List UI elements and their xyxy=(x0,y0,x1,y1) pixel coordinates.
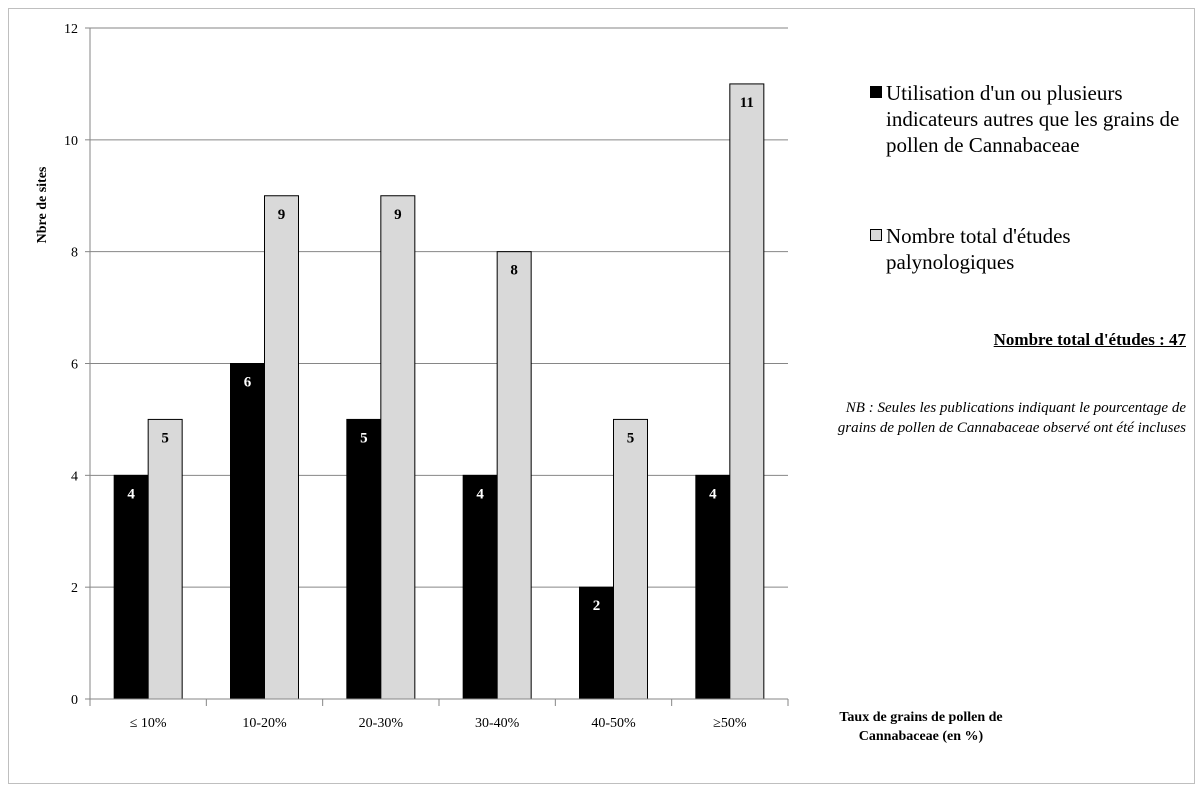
bar-series-2 xyxy=(380,195,416,700)
x-tick-label: ≥50% xyxy=(713,716,747,731)
data-label: 4 xyxy=(709,486,717,502)
bar-series-2 xyxy=(729,83,765,700)
x-tick-label: 20-30% xyxy=(359,716,404,731)
legend-item-series-2: Nombre total d'études palynologiques xyxy=(870,223,1190,275)
data-label: 9 xyxy=(278,207,286,223)
legend-item-series-1: Utilisation d'un ou plusieurs indicateur… xyxy=(870,80,1190,158)
legend-swatch-grey xyxy=(870,229,882,241)
tick-labels: 0 2 4 6 8 10 12 ≤ 10% 10-20% 20-30% 30-40% 40-50% ≥5… xyxy=(64,22,747,731)
bar-series-1 xyxy=(230,363,265,700)
y-axis-title: Nbre de sites xyxy=(35,166,50,243)
bar-series-1 xyxy=(695,474,731,700)
data-label: 8 xyxy=(510,263,518,279)
bar-series-1 xyxy=(579,586,614,700)
data-label: 9 xyxy=(394,207,402,223)
bar-series-1 xyxy=(462,474,498,700)
bar-series-1 xyxy=(113,474,149,700)
data-label: 6 xyxy=(244,375,252,391)
y-tick-label: 6 xyxy=(71,358,78,373)
x-tick-label: 30-40% xyxy=(475,716,520,731)
bar-series-1 xyxy=(346,418,382,700)
bar-series-2 xyxy=(613,418,648,700)
gridlines xyxy=(90,27,788,588)
legend-label: Utilisation d'un ou plusieurs indicateur… xyxy=(886,81,1180,157)
x-axis-title: Taux de grains de pollen de Cannabaceae … xyxy=(839,710,1003,744)
bars: 4 5 6 9 5 9 4 8 2 5 4 11 xyxy=(113,83,765,700)
chart-frame xyxy=(8,8,1195,784)
y-tick-label: 10 xyxy=(64,134,78,149)
bar-series-2 xyxy=(496,251,532,700)
legend-swatch-black xyxy=(870,86,882,98)
data-label: 5 xyxy=(360,430,368,446)
data-label: 11 xyxy=(740,95,754,111)
data-label: 4 xyxy=(476,486,484,502)
y-tick-label: 8 xyxy=(71,246,78,261)
data-label: 5 xyxy=(161,430,169,446)
y-tick-label: 12 xyxy=(64,22,78,37)
axes xyxy=(85,27,789,706)
bar-series-2 xyxy=(147,418,183,700)
total-studies-annotation: Nombre total d'études : 47 xyxy=(993,330,1186,349)
y-tick-label: 0 xyxy=(71,693,78,708)
x-tick-label: ≤ 10% xyxy=(130,716,167,731)
bar-series-2 xyxy=(264,195,299,700)
x-tick-label: 40-50% xyxy=(591,716,636,731)
legend-label: Nombre total d'études palynologiques xyxy=(886,224,1071,274)
data-label: 2 xyxy=(593,598,601,614)
data-label: 5 xyxy=(627,430,635,446)
x-tick-label: 10-20% xyxy=(242,716,287,731)
y-tick-label: 2 xyxy=(71,581,78,596)
data-label: 4 xyxy=(127,486,135,502)
y-tick-label: 4 xyxy=(71,469,78,484)
note-annotation: NB : Seules les publications indiquant l… xyxy=(837,400,1186,436)
